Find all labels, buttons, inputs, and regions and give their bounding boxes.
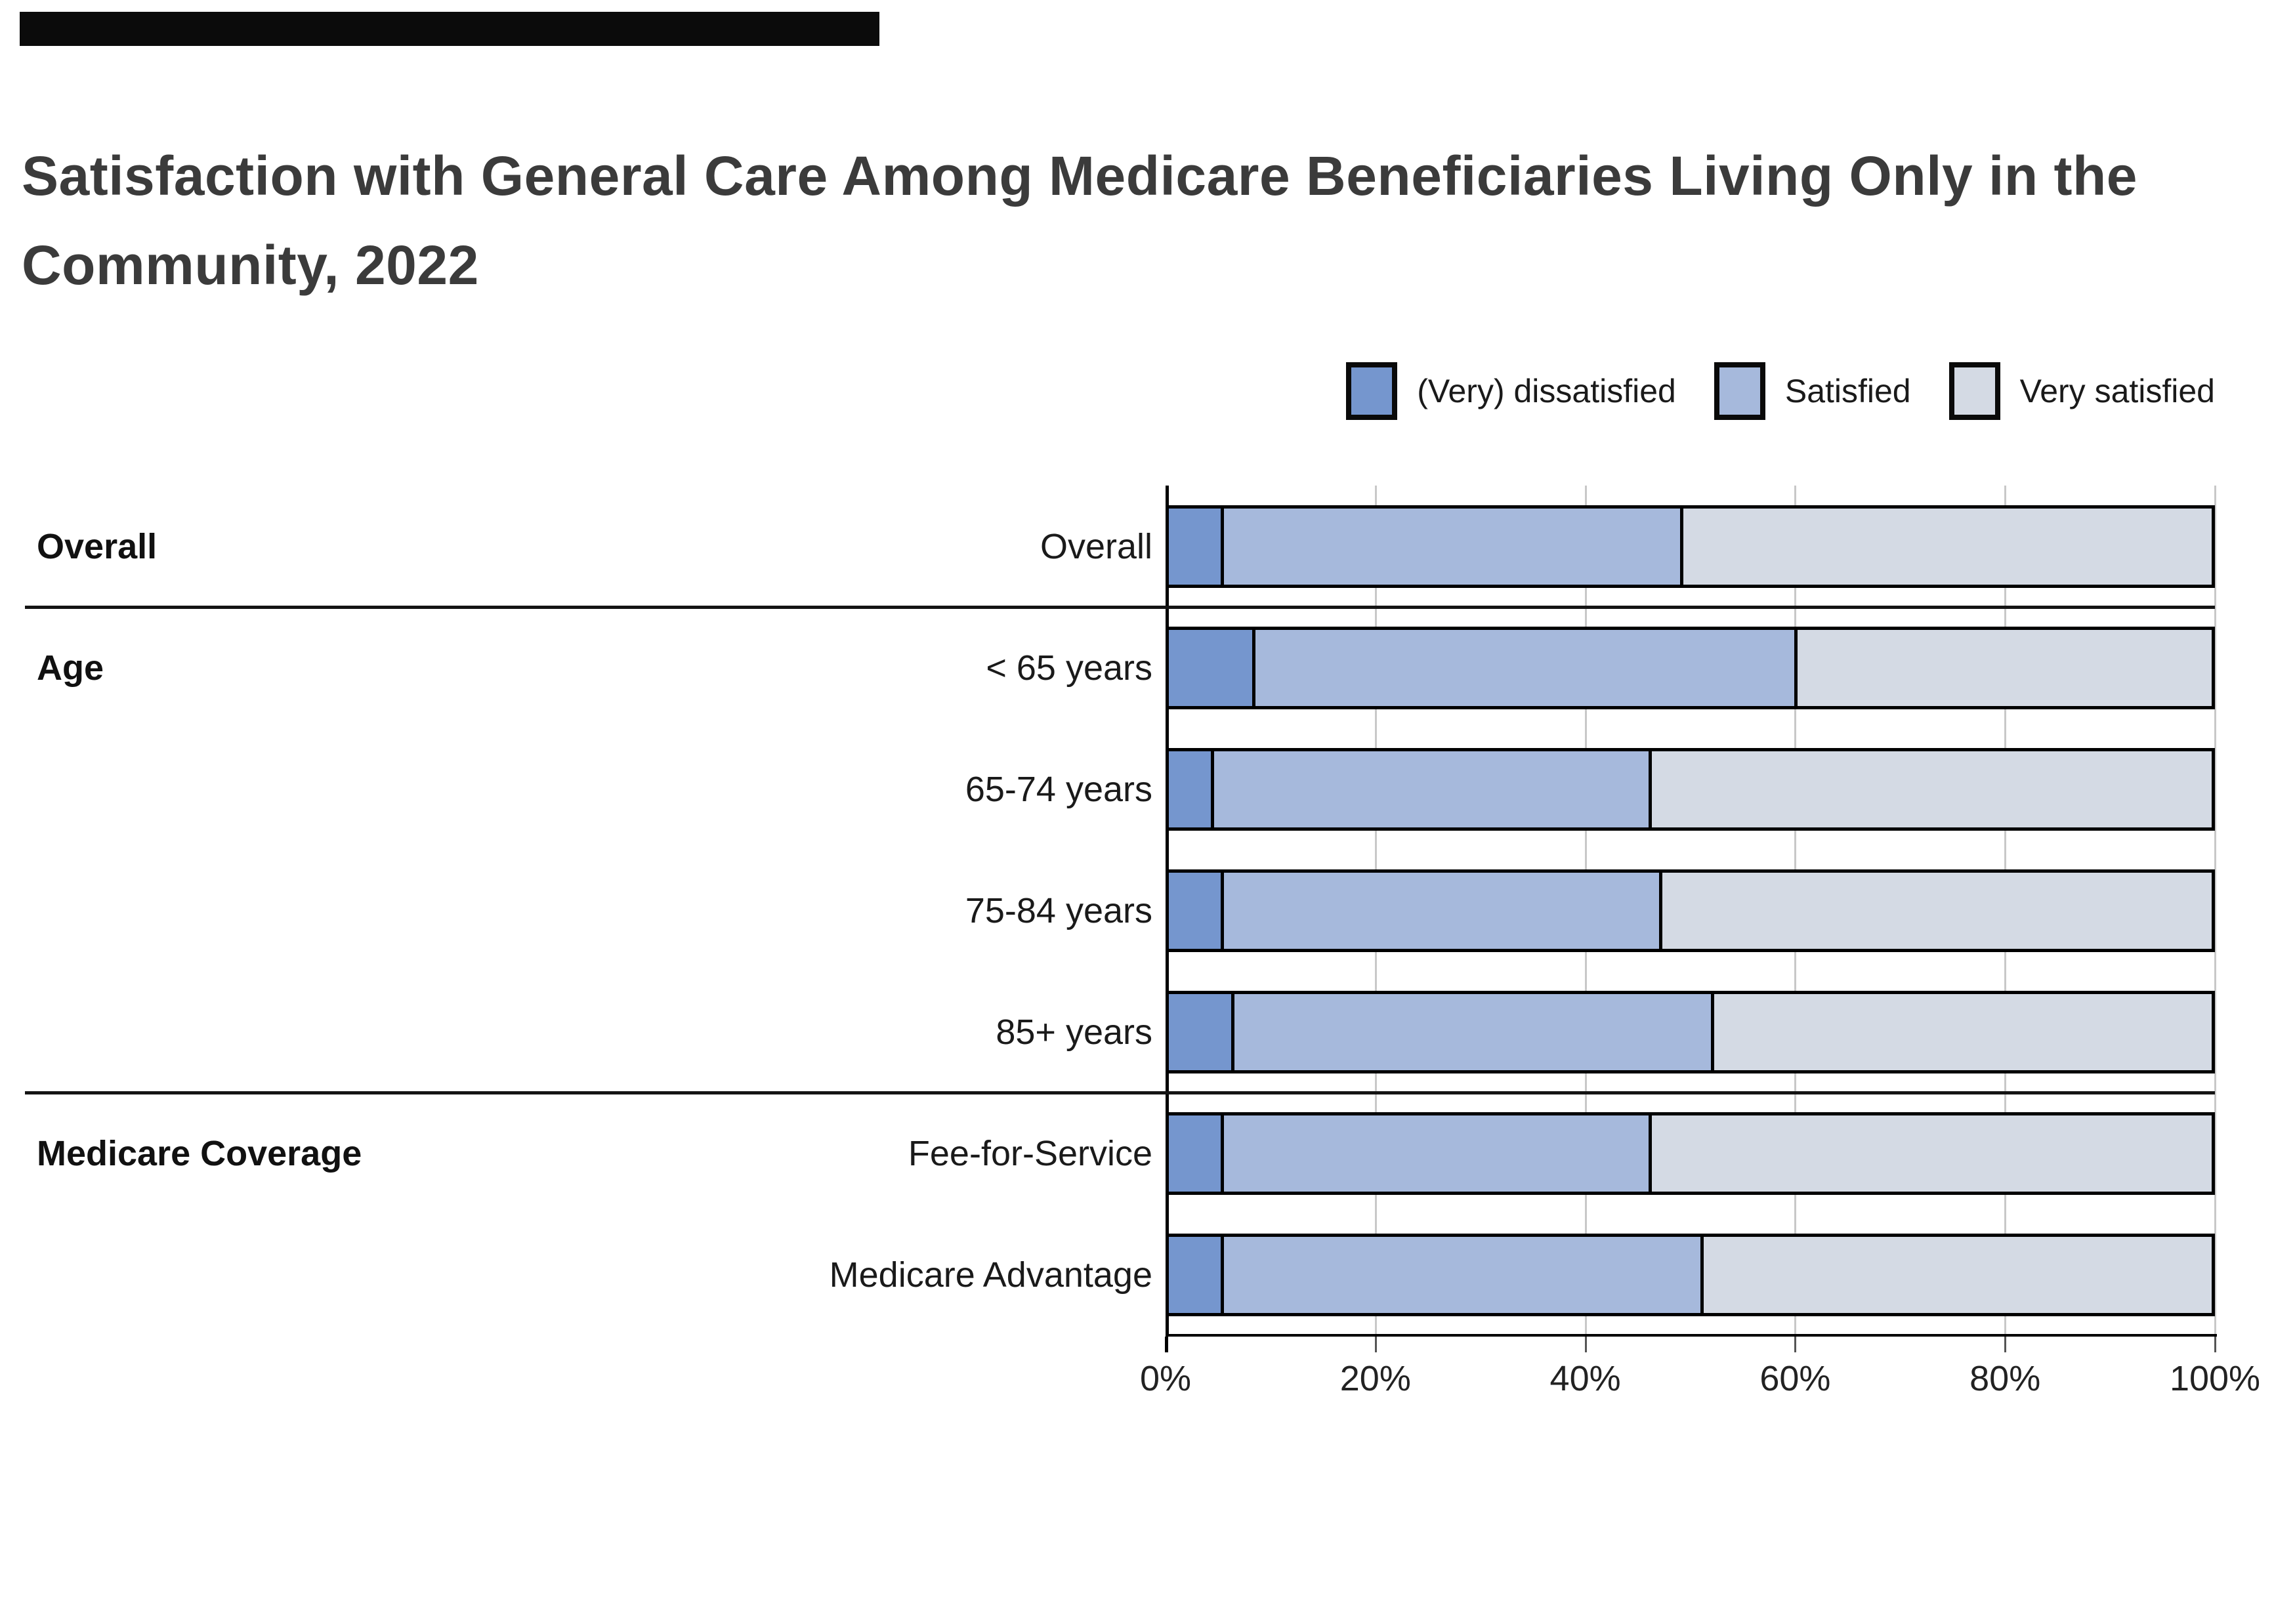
x-axis-line bbox=[1166, 1334, 2217, 1337]
bar-row-5 bbox=[1166, 1112, 2215, 1195]
axis-tick-label-60: 60% bbox=[1759, 1359, 1831, 1398]
row-label-4: 85+ years bbox=[996, 1012, 1152, 1052]
chart-title: Satisfaction with General Care Among Med… bbox=[22, 131, 2253, 310]
bar-row-6 bbox=[1166, 1233, 2215, 1316]
bar-segment-very-satisfied bbox=[1658, 872, 2212, 949]
bar-segment-very-satisfied bbox=[1679, 508, 2212, 585]
row-label-2: 65-74 years bbox=[965, 769, 1152, 809]
section-label-1: Age bbox=[37, 648, 104, 688]
legend-item-dissatisfied: (Very) dissatisfied bbox=[1346, 362, 1676, 420]
legend-item-satisfied: Satisfied bbox=[1714, 362, 1911, 420]
legend-label: (Very) dissatisfied bbox=[1417, 373, 1676, 409]
axis-tick-60 bbox=[1794, 1337, 1797, 1352]
section-divider-2 bbox=[25, 1091, 2215, 1094]
legend-swatch-satisfied bbox=[1714, 362, 1765, 420]
bar-segment-very-satisfied bbox=[1794, 629, 2212, 706]
row-label-0: Overall bbox=[1040, 526, 1152, 566]
bar-segment-dissatisfied bbox=[1169, 872, 1221, 949]
axis-tick-100 bbox=[2214, 1337, 2216, 1352]
chart-title-line1: Satisfaction with General Care Among Med… bbox=[22, 145, 2138, 207]
legend: (Very) dissatisfied Satisfied Very satisfi… bbox=[1346, 362, 2215, 420]
top-banner bbox=[20, 12, 879, 46]
bar-segment-very-satisfied bbox=[1700, 1236, 2212, 1313]
bar-segment-satisfied bbox=[1231, 993, 1712, 1070]
row-label-1: < 65 years bbox=[986, 648, 1152, 688]
bar-segment-dissatisfied bbox=[1169, 1115, 1221, 1192]
axis-tick-80 bbox=[2004, 1337, 2007, 1352]
chart-title-line2: Community, 2022 bbox=[22, 234, 479, 296]
section-label-2: Medicare Coverage bbox=[37, 1133, 362, 1173]
gridline-100 bbox=[2214, 486, 2216, 1335]
bar-row-3 bbox=[1166, 869, 2215, 952]
bar-segment-satisfied bbox=[1210, 751, 1649, 827]
bar-segment-very-satisfied bbox=[1648, 751, 2212, 827]
bar-row-2 bbox=[1166, 747, 2215, 831]
axis-tick-40 bbox=[1584, 1337, 1587, 1352]
axis-tick-label-20: 20% bbox=[1339, 1359, 1411, 1398]
row-label-3: 75-84 years bbox=[965, 890, 1152, 930]
axis-tick-20 bbox=[1374, 1337, 1377, 1352]
bar-row-1 bbox=[1166, 626, 2215, 709]
row-label-5: Fee-for-Service bbox=[908, 1133, 1152, 1173]
bar-segment-dissatisfied bbox=[1169, 508, 1221, 585]
legend-swatch-very-satisfied bbox=[1948, 362, 2000, 420]
section-divider-1 bbox=[25, 606, 2215, 609]
bar-segment-dissatisfied bbox=[1169, 993, 1232, 1070]
bar-segment-dissatisfied bbox=[1169, 629, 1253, 706]
bar-row-0 bbox=[1166, 505, 2215, 588]
bar-segment-satisfied bbox=[1221, 508, 1680, 585]
bar-segment-very-satisfied bbox=[1711, 993, 2212, 1070]
axis-tick-label-80: 80% bbox=[1969, 1359, 2041, 1398]
bar-segment-very-satisfied bbox=[1648, 1115, 2212, 1192]
axis-tick-label-40: 40% bbox=[1549, 1359, 1621, 1398]
legend-label: Satisfied bbox=[1784, 373, 1911, 409]
section-label-0: Overall bbox=[37, 526, 158, 566]
axis-tick-0 bbox=[1165, 1337, 1168, 1352]
bar-segment-satisfied bbox=[1221, 1115, 1649, 1192]
axis-tick-label-0: 0% bbox=[1139, 1359, 1192, 1398]
plot-area bbox=[1166, 486, 2216, 1335]
bar-segment-satisfied bbox=[1221, 872, 1659, 949]
bar-segment-dissatisfied bbox=[1169, 1236, 1221, 1313]
legend-label: Very satisfied bbox=[2019, 373, 2215, 409]
axis-tick-label-100: 100% bbox=[2169, 1359, 2261, 1398]
legend-swatch-dissatisfied bbox=[1346, 362, 1398, 420]
bar-segment-satisfied bbox=[1221, 1236, 1701, 1313]
row-label-6: Medicare Advantage bbox=[829, 1255, 1152, 1295]
bar-segment-satisfied bbox=[1252, 629, 1795, 706]
bar-row-4 bbox=[1166, 990, 2215, 1073]
legend-item-very-satisfied: Very satisfied bbox=[1948, 362, 2215, 420]
bar-segment-dissatisfied bbox=[1169, 751, 1211, 827]
